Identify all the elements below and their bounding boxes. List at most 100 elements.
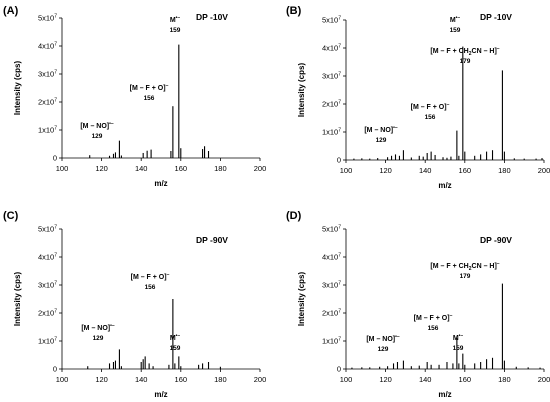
y-tick-base: 1x10 <box>38 337 54 346</box>
peak-annotation-label: [M – NO]•– <box>366 334 400 343</box>
peak-annotation-label: [M – F + CH2CN – H]– <box>430 261 499 272</box>
peak-annotation-label: M•– <box>450 15 461 24</box>
peak-annotation-label: [M – NO]•– <box>80 121 114 130</box>
y-tick-label: 2x107 <box>322 100 341 109</box>
y-tick-exponent: 7 <box>54 253 57 259</box>
y-tick-base: 3x10 <box>38 70 54 79</box>
peak-annotation-text: [M – NO] <box>364 127 393 134</box>
x-tick-label: 160 <box>175 164 188 173</box>
peak-mz-label: 129 <box>92 133 103 140</box>
y-tick-exponent: 7 <box>54 225 57 231</box>
peak-annotation-charge: – <box>447 102 450 108</box>
peak-annotation-label: [M – F + O]– <box>411 102 450 111</box>
panel-letter: (D) <box>286 210 302 222</box>
declustering-potential-label: DP -90V <box>480 235 512 245</box>
peak-annotation-text: [M – F + O] <box>411 104 447 111</box>
x-tick-label: 160 <box>459 375 472 384</box>
x-tick-label: 100 <box>340 166 353 175</box>
x-axis-title: m/z <box>438 181 451 190</box>
y-tick-exponent: 7 <box>338 128 341 134</box>
y-tick-base: 3x10 <box>322 72 338 81</box>
x-tick-label: 180 <box>498 166 511 175</box>
x-tick-label: 120 <box>95 164 108 173</box>
peak-mz-label: 159 <box>170 345 181 352</box>
y-tick-exponent: 7 <box>338 281 341 287</box>
x-tick-label: 140 <box>419 166 432 175</box>
x-axis-title: m/z <box>154 179 167 188</box>
y-tick-exponent: 7 <box>54 98 57 104</box>
peak-annotation-text: [M – NO] <box>80 123 109 130</box>
y-tick-exponent: 7 <box>54 42 57 48</box>
y-tick-label: 2x107 <box>322 309 341 318</box>
peak-annotation-text: M <box>170 335 176 342</box>
peak-annotation-text: [M – F + CH <box>430 263 468 270</box>
y-tick-base: 2x10 <box>38 98 54 107</box>
peak-annotation-label: [M – NO]•– <box>364 125 398 134</box>
y-tick-base: 4x10 <box>322 44 338 53</box>
y-tick-label: 4x107 <box>322 44 341 53</box>
panel-letter: (A) <box>3 5 19 17</box>
declustering-potential-label: DP -10V <box>196 12 228 22</box>
y-tick-base: 4x10 <box>38 253 54 262</box>
peak-annotation-text: [M – F + O] <box>131 274 167 281</box>
y-tick-exponent: 7 <box>54 337 57 343</box>
y-tick-base: 0 <box>53 365 57 374</box>
peak-annotation-label: [M – F + O]– <box>414 313 453 322</box>
peak-annotation-label: [M – F + CH2CN – H]– <box>430 46 499 57</box>
y-tick-label: 4x107 <box>322 253 341 262</box>
y-tick-base: 2x10 <box>38 309 54 318</box>
x-tick-label: 120 <box>95 375 108 384</box>
peak-annotation-label: [M – F + O]– <box>130 83 169 92</box>
x-tick-label: 200 <box>254 164 267 173</box>
y-tick-exponent: 7 <box>338 337 341 343</box>
peak-annotation-text: M <box>170 17 176 24</box>
peak-mz-label: 159 <box>450 27 461 34</box>
x-tick-label: 140 <box>135 164 148 173</box>
x-tick-label: 200 <box>538 375 550 384</box>
peak-annotation-text: M <box>453 335 459 342</box>
x-tick-label: 100 <box>56 375 69 384</box>
y-tick-label: 3x107 <box>322 281 341 290</box>
y-tick-label: 2x107 <box>38 98 57 107</box>
y-tick-label: 4x107 <box>38 42 57 51</box>
peak-mz-label: 129 <box>378 346 389 353</box>
y-tick-label: 1x107 <box>322 128 341 137</box>
x-tick-label: 200 <box>254 375 267 384</box>
peak-annotation-charge: •– <box>459 333 464 339</box>
y-tick-label: 5x107 <box>38 225 57 234</box>
peak-mz-label: 156 <box>144 95 155 102</box>
y-tick-exponent: 7 <box>54 126 57 132</box>
y-tick-base: 1x10 <box>322 128 338 137</box>
peak-annotation-charge: – <box>497 261 500 267</box>
y-tick-base: 2x10 <box>322 309 338 318</box>
peak-annotation-label: M•– <box>453 333 464 342</box>
peak-annotation-charge: •– <box>109 121 114 127</box>
peak-annotation-charge: •– <box>395 334 400 340</box>
peak-mz-label: 156 <box>425 114 436 121</box>
y-tick-base: 4x10 <box>38 42 54 51</box>
peak-annotation-text: [M – F + O] <box>130 85 166 92</box>
peak-annotation-charge: •– <box>176 15 181 21</box>
x-tick-label: 180 <box>214 375 227 384</box>
peak-annotation-charge: •– <box>393 125 398 131</box>
x-tick-label: 200 <box>538 166 550 175</box>
y-axis-title: Intensity (cps) <box>13 272 22 327</box>
peak-annotation-charge: •– <box>176 333 181 339</box>
peak-annotation-label: M•– <box>170 333 181 342</box>
y-tick-base: 0 <box>53 154 57 163</box>
peak-annotation-text: [M – F + O] <box>414 315 450 322</box>
y-tick-base: 1x10 <box>322 337 338 346</box>
peak-annotation-text: [M – NO] <box>81 325 110 332</box>
panel-letter: (C) <box>3 210 19 222</box>
x-tick-label: 140 <box>135 375 148 384</box>
y-axis-title: Intensity (cps) <box>13 61 22 116</box>
y-tick-exponent: 7 <box>54 14 57 20</box>
y-tick-label: 5x107 <box>322 225 341 234</box>
peak-annotation-label: M•– <box>170 15 181 24</box>
peak-mz-label: 159 <box>170 27 181 34</box>
